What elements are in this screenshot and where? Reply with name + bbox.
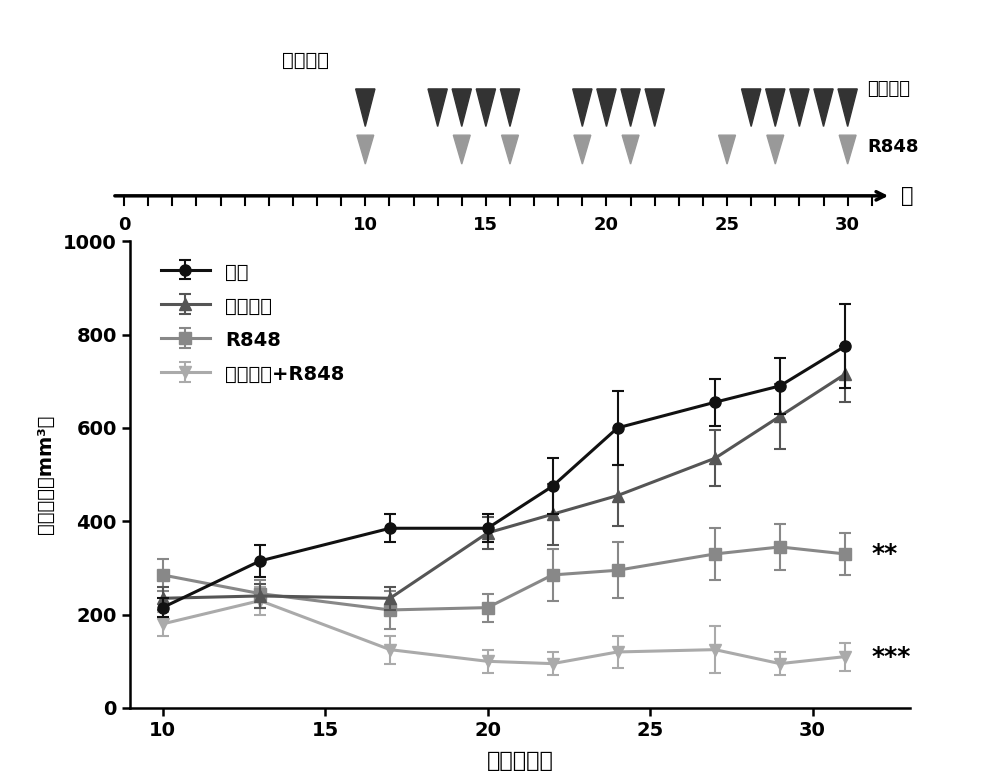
Polygon shape xyxy=(839,135,856,164)
Text: 25: 25 xyxy=(715,216,740,234)
Text: 肿瘾接种: 肿瘾接种 xyxy=(282,51,329,69)
Text: ***: *** xyxy=(871,645,910,668)
Polygon shape xyxy=(476,89,496,127)
Polygon shape xyxy=(790,89,809,127)
Legend: 载剂, 索拉非尼, R848, 索拉非尼+R848: 载剂, 索拉非尼, R848, 索拉非尼+R848 xyxy=(155,255,351,391)
Text: 30: 30 xyxy=(835,216,860,234)
Text: R848: R848 xyxy=(867,138,918,156)
Polygon shape xyxy=(452,89,471,127)
Polygon shape xyxy=(356,89,375,127)
Polygon shape xyxy=(814,89,833,127)
Text: 0: 0 xyxy=(118,216,130,234)
Polygon shape xyxy=(742,89,761,127)
Y-axis label: 肿瘾体积（mm³）: 肿瘾体积（mm³） xyxy=(36,415,55,534)
Polygon shape xyxy=(502,135,518,164)
Polygon shape xyxy=(428,89,447,127)
Polygon shape xyxy=(597,89,616,127)
Text: 10: 10 xyxy=(353,216,378,234)
Polygon shape xyxy=(767,135,784,164)
Polygon shape xyxy=(574,135,591,164)
Polygon shape xyxy=(645,89,664,127)
X-axis label: 接种后天数: 接种后天数 xyxy=(487,752,553,771)
Polygon shape xyxy=(621,89,640,127)
Polygon shape xyxy=(453,135,470,164)
Text: 索拉非尼: 索拉非尼 xyxy=(867,80,910,98)
Text: **: ** xyxy=(871,542,897,566)
Polygon shape xyxy=(357,135,374,164)
Polygon shape xyxy=(766,89,785,127)
Text: 20: 20 xyxy=(594,216,619,234)
Polygon shape xyxy=(573,89,592,127)
Polygon shape xyxy=(719,135,735,164)
Polygon shape xyxy=(500,89,520,127)
Polygon shape xyxy=(622,135,639,164)
Text: 天: 天 xyxy=(901,186,913,206)
Polygon shape xyxy=(838,89,857,127)
Text: 15: 15 xyxy=(473,216,498,234)
